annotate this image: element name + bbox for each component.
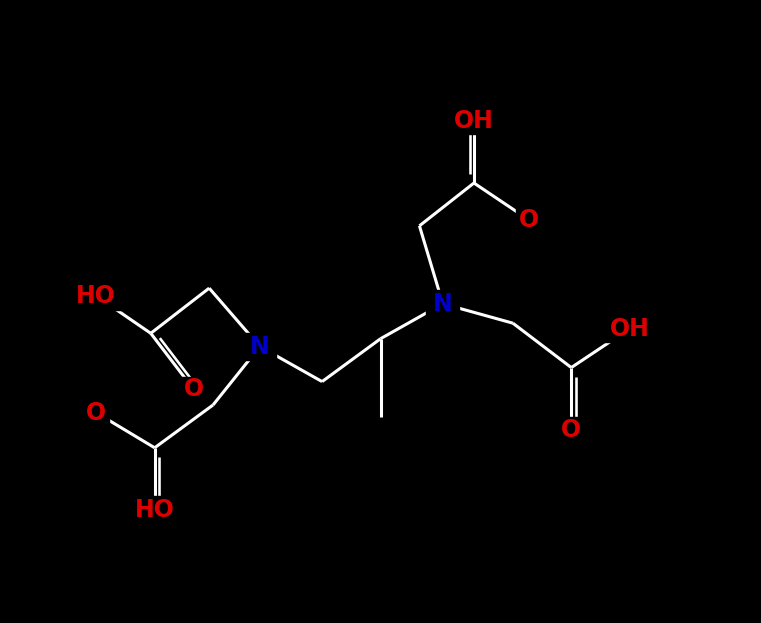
Bar [129, 497, 180, 524]
Text: O: O [561, 418, 581, 442]
Text: O: O [86, 401, 107, 425]
Bar [84, 401, 109, 425]
Text: OH: OH [454, 108, 494, 133]
Text: HO: HO [135, 498, 174, 522]
Text: O: O [183, 378, 204, 401]
Text: N: N [250, 335, 269, 359]
Text: OH: OH [610, 316, 650, 341]
Bar [604, 315, 655, 342]
Text: O: O [518, 207, 539, 232]
Bar [181, 377, 206, 402]
Bar [449, 107, 499, 135]
Bar [71, 282, 122, 310]
Bar [426, 290, 459, 317]
Bar [516, 207, 541, 232]
Text: N: N [433, 292, 453, 316]
Bar [244, 333, 276, 360]
Text: HO: HO [76, 284, 116, 308]
Bar [559, 417, 584, 442]
